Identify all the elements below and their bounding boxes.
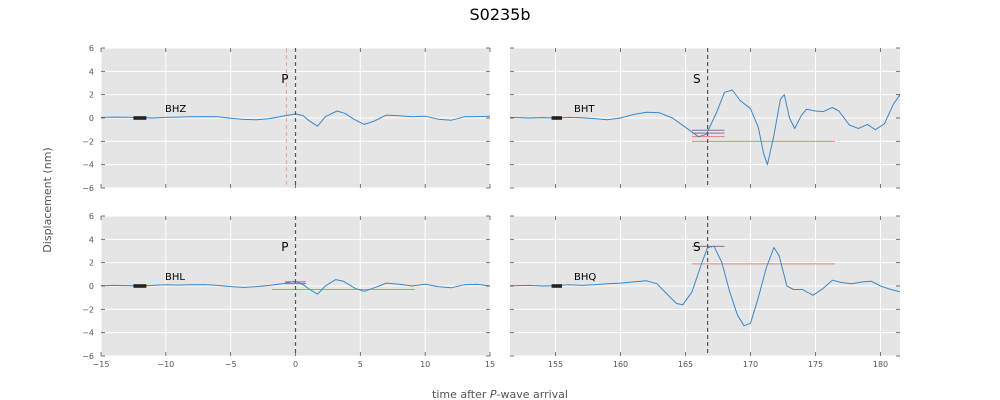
bhl-x-tick-label: 10 — [420, 360, 430, 369]
chart-title: S0235b — [469, 5, 530, 24]
bhq-x-tick-label: 160 — [613, 360, 628, 369]
bhq-x-tick-label: 170 — [743, 360, 758, 369]
bhz-y-tick-label: −4 — [82, 161, 94, 170]
bhz-y-tick-label: −6 — [82, 184, 94, 193]
bhz-phase-label: P — [281, 72, 288, 86]
bhl-x-tick-label: 15 — [485, 360, 495, 369]
x-axis-label-italic: P — [490, 388, 497, 400]
panel-bhz: P BHZ −6 −4 −2 0 2 4 6 — [82, 44, 491, 193]
bhl-y-tick-label: 4 — [89, 235, 94, 244]
bht-trace-line — [510, 89, 900, 166]
bhq-x-tick-label: 175 — [808, 360, 823, 369]
bhl-phase-label: P — [281, 240, 288, 254]
panel-bhq: S BHQ 155 160 165 170 175 180 — [510, 215, 900, 369]
bhl-y-tick-label: −6 — [82, 352, 94, 361]
bhz-y-tick-label: 0 — [89, 114, 94, 123]
bhz-channel-label: BHZ — [165, 104, 186, 115]
bht-phase-label: S — [693, 72, 701, 86]
panel-bhl: P BHL −15 −10 −5 0 5 10 15 −6 −4 −2 0 2 4 6 — [82, 212, 495, 369]
bhz-trace-line — [101, 110, 490, 127]
bhz-y-tick-label: 4 — [89, 67, 94, 76]
panel-bht: S BHT — [510, 47, 900, 189]
bhl-y-tick-label: 2 — [89, 259, 94, 268]
x-axis-label: time after P-wave arrival — [432, 388, 568, 400]
bhl-x-tick-label: −10 — [157, 360, 174, 369]
bhl-x-tick-label: −15 — [93, 360, 110, 369]
bhq-marks — [510, 245, 900, 327]
x-axis-label-suffix: -wave arrival — [497, 388, 568, 400]
x-axis-label-prefix: time after — [432, 388, 490, 400]
bhl-trace-line — [101, 279, 490, 295]
bht-channel-label: BHT — [574, 104, 595, 115]
bhz-y-tick-label: 2 — [89, 91, 94, 100]
bhl-y-tick-label: 0 — [89, 282, 94, 291]
bhz-y-tick-label: −2 — [82, 137, 94, 146]
bhq-channel-label: BHQ — [574, 272, 596, 283]
bht-marks — [510, 89, 900, 166]
bhl-x-tick-label: 5 — [358, 360, 363, 369]
bhl-x-tick-label: 0 — [293, 360, 298, 369]
y-axis-label: Displacement (nm) — [41, 147, 54, 252]
bhq-x-tick-label: 165 — [678, 360, 693, 369]
bhq-trace-line — [510, 245, 900, 327]
bhl-marks — [101, 279, 490, 295]
bhl-y-tick-label: −4 — [82, 329, 94, 338]
bhq-x-tick-label: 180 — [873, 360, 888, 369]
bhl-channel-label: BHL — [165, 272, 185, 283]
bhl-y-tick-label: −2 — [82, 305, 94, 314]
bhz-y-tick-label: 6 — [89, 44, 94, 53]
bhz-marks — [101, 48, 490, 188]
bhq-phase-label: S — [693, 240, 701, 254]
bhl-y-tick-label: 6 — [89, 212, 94, 221]
bhq-x-tick-label: 155 — [548, 360, 563, 369]
bhl-x-tick-label: −5 — [225, 360, 237, 369]
